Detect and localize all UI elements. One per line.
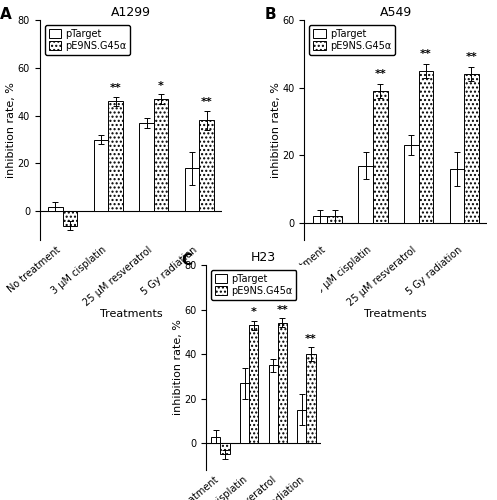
X-axis label: Treatments: Treatments [364, 310, 427, 320]
Bar [199, 120, 214, 212]
Bar [154, 99, 168, 212]
Text: **: ** [305, 334, 317, 344]
Bar [139, 123, 154, 212]
Legend: pTarget, pE9NS.G45α: pTarget, pE9NS.G45α [45, 25, 130, 54]
Text: **: ** [110, 83, 121, 93]
Y-axis label: inhibition rate, %: inhibition rate, % [6, 82, 16, 178]
Text: **: ** [466, 52, 477, 62]
Text: **: ** [374, 69, 386, 79]
Text: **: ** [420, 49, 432, 59]
Bar [373, 91, 388, 223]
Text: *: * [158, 80, 164, 90]
Title: A1299: A1299 [111, 6, 151, 19]
Bar [464, 74, 479, 223]
Bar [278, 323, 287, 444]
Bar [240, 383, 249, 444]
X-axis label: Treatments: Treatments [100, 310, 163, 320]
Bar [358, 166, 373, 223]
Y-axis label: inhibition rate, %: inhibition rate, % [172, 320, 182, 416]
Text: *: * [250, 308, 256, 318]
Bar [297, 410, 306, 444]
Text: C: C [181, 252, 192, 268]
Y-axis label: inhibition rate, %: inhibition rate, % [271, 82, 281, 178]
Text: A: A [0, 7, 11, 22]
Bar [313, 216, 328, 223]
Bar [93, 140, 108, 212]
Bar [328, 216, 342, 223]
Bar [108, 102, 123, 212]
Legend: pTarget, pE9NS.G45α: pTarget, pE9NS.G45α [309, 25, 395, 54]
Bar [221, 444, 230, 454]
Title: A549: A549 [380, 6, 412, 19]
Bar [63, 212, 77, 226]
Bar [249, 325, 258, 444]
Legend: pTarget, pE9NS.G45α: pTarget, pE9NS.G45α [211, 270, 297, 300]
Bar [268, 366, 278, 444]
Bar [48, 206, 63, 212]
Bar [418, 71, 433, 223]
Text: **: ** [276, 305, 288, 315]
Text: B: B [264, 7, 276, 22]
Text: **: ** [201, 98, 213, 108]
Bar [185, 168, 199, 212]
Bar [404, 145, 418, 223]
Title: H23: H23 [251, 251, 276, 264]
Bar [450, 169, 464, 223]
Bar [211, 436, 221, 444]
Bar [306, 354, 316, 444]
